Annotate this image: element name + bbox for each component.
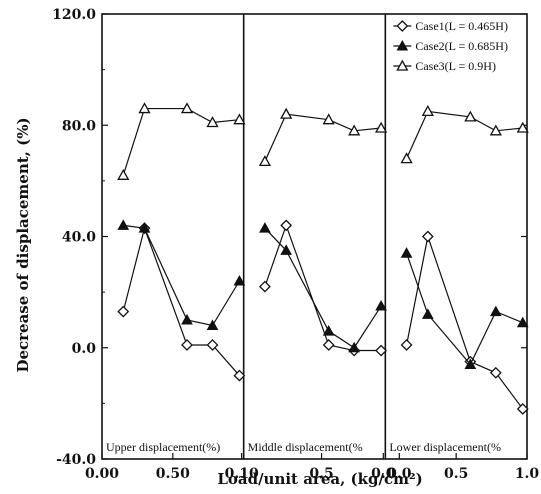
data-point (117, 305, 130, 318)
x-tick-label: 1.0 (515, 466, 540, 482)
series (117, 102, 529, 415)
x-tick-label: 0.10 (225, 466, 259, 482)
data-point (400, 247, 413, 258)
legend-entry: Case2(L = 0.685H) (393, 39, 508, 53)
legend-label: Case1(L = 0.465H) (415, 19, 508, 33)
y-tick-label: 80.0 (62, 118, 96, 134)
data-point (516, 403, 529, 415)
panel-label: Upper displacement(%) (106, 440, 220, 454)
data-point (280, 107, 293, 119)
data-point (117, 168, 130, 180)
y-tick-label: 120.0 (52, 7, 96, 23)
data-point (489, 305, 502, 317)
data-point (233, 274, 246, 286)
plot-frame (101, 13, 528, 460)
data-point (400, 152, 413, 164)
data-point (322, 339, 335, 351)
data-point (206, 319, 219, 330)
data-point (117, 219, 130, 230)
series-line (122, 226, 240, 376)
data-point (421, 105, 434, 116)
series-1-panel-1 (117, 222, 246, 382)
data-point (280, 244, 293, 255)
y-tick-label: -40.0 (56, 452, 96, 468)
x-tick-label: 0.00 (85, 466, 119, 482)
data-point (348, 124, 361, 136)
x-axis-label: Load/unit area, (kg/cm²) (217, 470, 422, 488)
legend-entry: Case1(L = 0.465H) (393, 19, 508, 33)
data-point (400, 339, 413, 351)
data-point (374, 121, 388, 133)
series-line (405, 234, 524, 410)
series-2-panel-2 (259, 222, 387, 353)
series-3-panel-2 (258, 107, 388, 167)
data-point (233, 369, 246, 382)
data-point (421, 308, 434, 319)
x-tick-label: 0.0 (387, 466, 412, 482)
data-point (516, 316, 529, 328)
data-point (206, 339, 219, 351)
x-tick-label: 0.50 (156, 466, 190, 482)
data-point (180, 102, 194, 114)
data-point (206, 116, 219, 128)
data-point (258, 155, 272, 167)
data-point (375, 344, 388, 357)
panel-label: Middle displacement(% (248, 440, 363, 454)
data-point (421, 230, 434, 243)
data-point (138, 102, 151, 114)
series-3-panel-3 (400, 105, 529, 164)
series-line (406, 252, 523, 366)
legend-label: Case2(L = 0.685H) (415, 39, 508, 53)
data-point (464, 358, 477, 369)
data-point (489, 366, 502, 379)
y-tick-label: 40.0 (62, 230, 96, 246)
x-tick-label: 0.0 (371, 466, 396, 482)
legend: Case1(L = 0.465H) Case2(L = 0.685H) Case3(… (393, 19, 508, 73)
legend-marker (396, 59, 409, 71)
x-tick-label: 0.5 (309, 466, 333, 482)
series-3-panel-1 (117, 102, 246, 180)
y-axis-label: Decrease of displacement, (%) (14, 117, 32, 372)
data-point (489, 124, 502, 136)
series-line (406, 110, 523, 159)
data-point (233, 113, 246, 125)
legend-marker (396, 39, 409, 51)
series-line (123, 224, 240, 327)
panel-label: Lower displacement(% (389, 440, 501, 454)
legend-label: Case3(L = 0.9H) (415, 59, 496, 73)
series-1-panel-3 (400, 230, 529, 415)
data-point (181, 339, 193, 351)
legend-entry: Case3(L = 0.9H) (393, 59, 496, 73)
series-2-panel-1 (117, 219, 246, 330)
series-line (122, 107, 240, 176)
data-point (280, 219, 293, 232)
data-point (322, 325, 335, 336)
series-2-panel-3 (400, 247, 529, 369)
x-tick-label: 0.5 (444, 466, 468, 482)
data-point (259, 222, 271, 233)
legend-marker (396, 20, 409, 32)
data-point (348, 341, 361, 353)
series-line (264, 223, 382, 352)
data-point (181, 313, 193, 325)
data-point (138, 222, 151, 233)
data-point (516, 121, 529, 133)
data-point (322, 113, 335, 125)
series-line (264, 113, 382, 162)
data-point (464, 110, 477, 122)
y-tick-label: 0.0 (72, 341, 97, 357)
data-point (258, 280, 271, 293)
data-point (375, 300, 387, 311)
